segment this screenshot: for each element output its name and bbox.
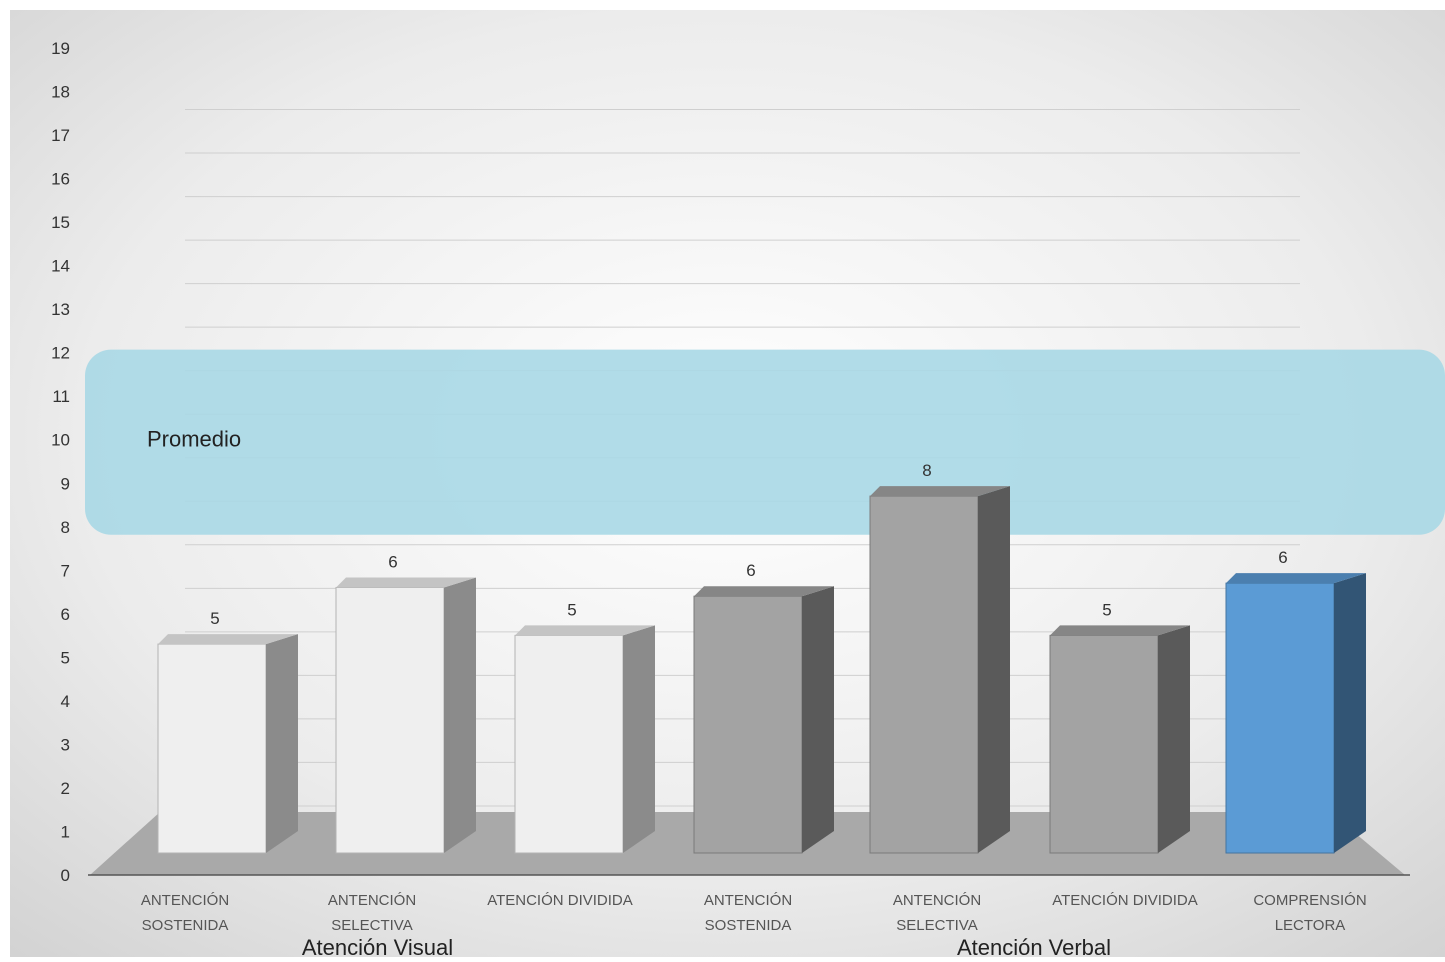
x-group-label: Atención Visual (302, 935, 453, 957)
x-category-label: ATENCIÓN DIVIDIDA (487, 892, 633, 909)
bar-front (514, 634, 624, 854)
x-category-label: SOSTENIDA (705, 917, 792, 934)
x-category-label: COMPRENSIÓN (1253, 892, 1366, 909)
bar-side (444, 577, 476, 853)
x-category-label: SOSTENIDA (142, 917, 229, 934)
y-tick-label: 2 (61, 779, 70, 798)
x-category-label: SELECTIVA (331, 917, 412, 934)
bar-top (870, 486, 1010, 497)
y-tick-label: 15 (51, 213, 70, 232)
bar-top (515, 625, 655, 636)
y-tick-label: 9 (61, 474, 70, 493)
x-category-label: LECTORA (1275, 917, 1346, 934)
data-label: 5 (1102, 600, 1111, 619)
data-label: 6 (388, 552, 397, 571)
bar: 5 (514, 600, 655, 854)
y-tick-label: 12 (51, 344, 70, 363)
x-group-label: Atención Verbal (957, 935, 1111, 957)
x-category-label: ANTENCIÓN (893, 892, 981, 909)
data-label: 5 (567, 600, 576, 619)
y-tick-label: 0 (61, 866, 70, 885)
bar-top (336, 577, 476, 588)
bar-side (623, 625, 655, 853)
data-label: 8 (922, 461, 931, 480)
x-category-label: SELECTIVA (896, 917, 977, 934)
bar-front (869, 495, 979, 854)
y-tick-label: 17 (51, 126, 70, 145)
bar-side (1158, 625, 1190, 853)
bar-side (266, 634, 298, 853)
bar: 6 (335, 552, 476, 854)
bar: 6 (1225, 548, 1366, 854)
y-tick-label: 4 (61, 692, 70, 711)
x-category-label: ANTENCIÓN (328, 892, 416, 909)
y-tick-label: 6 (61, 605, 70, 624)
y-tick-label: 11 (52, 387, 70, 406)
y-tick-label: 10 (51, 431, 70, 450)
y-tick-label: 16 (51, 170, 70, 189)
bar-front (157, 643, 267, 854)
data-label: 5 (210, 609, 219, 628)
data-label: 6 (746, 561, 755, 580)
bar-front (1225, 582, 1335, 854)
bar-top (1226, 573, 1366, 584)
bar-side (802, 586, 834, 853)
y-tick-label: 18 (51, 83, 70, 102)
axes: 012345678910111213141516171819ANTENCIÓNS… (51, 39, 1410, 960)
bar: 5 (1049, 600, 1190, 854)
x-category-label: ANTENCIÓN (704, 892, 792, 909)
average-band: Promedio (85, 349, 1445, 535)
bar-front (1049, 634, 1159, 854)
y-tick-label: 5 (61, 648, 70, 667)
y-tick-label: 13 (51, 300, 70, 319)
bar: 5 (157, 609, 298, 854)
data-label: 6 (1278, 548, 1287, 567)
bar: 6 (693, 561, 834, 854)
bars: 5 6 5 6 8 5 6 (157, 461, 1366, 854)
bar-top (1050, 625, 1190, 636)
y-tick-label: 14 (51, 257, 70, 276)
y-tick-label: 8 (61, 518, 70, 537)
band-label: Promedio (147, 427, 241, 452)
bar-side (1334, 573, 1366, 853)
bar-front (693, 595, 803, 854)
y-tick-label: 3 (61, 735, 70, 754)
bar-top (158, 634, 298, 645)
x-category-label: ANTENCIÓN (141, 892, 229, 909)
x-category-label: ATENCIÓN DIVIDIDA (1052, 892, 1198, 909)
y-tick-label: 7 (61, 561, 70, 580)
bar-top (694, 586, 834, 597)
y-tick-label: 1 (61, 822, 70, 841)
bar-side (978, 486, 1010, 853)
bar-front (335, 586, 445, 854)
y-tick-label: 19 (51, 39, 70, 58)
band-rect (85, 349, 1445, 535)
bar: 8 (869, 461, 1010, 854)
